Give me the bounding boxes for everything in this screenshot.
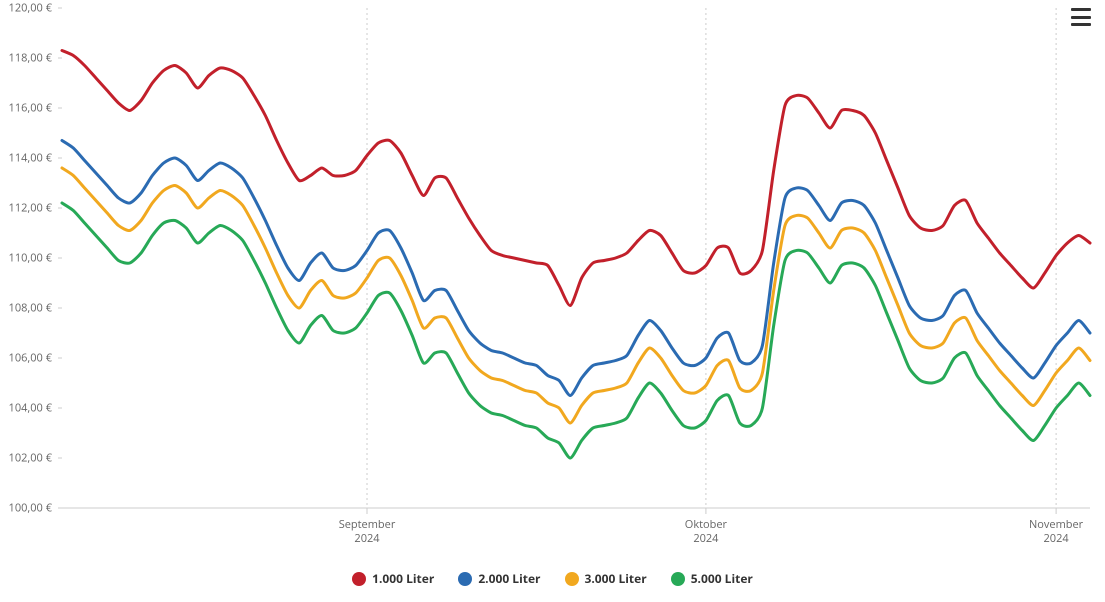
legend-item[interactable]: 1.000 Liter <box>352 570 434 587</box>
y-tick-label: 118,00 € <box>0 51 52 66</box>
legend-swatch-icon <box>458 572 472 586</box>
y-tick-label: 108,00 € <box>0 301 52 316</box>
x-tick-label: Oktober2024 <box>646 518 766 546</box>
y-tick-label: 100,00 € <box>0 501 52 516</box>
series-line <box>62 51 1090 306</box>
legend-label: 5.000 Liter <box>691 570 753 587</box>
chart-plot-area <box>0 0 1105 602</box>
price-chart: 100,00 € 102,00 € 104,00 € 106,00 € 108,00 €… <box>0 0 1105 602</box>
y-tick-label: 120,00 € <box>0 1 52 16</box>
x-tick-label: November2024 <box>996 518 1105 546</box>
legend: 1.000 Liter 2.000 Liter 3.000 Liter 5.000 L… <box>0 570 1105 587</box>
legend-swatch-icon <box>671 572 685 586</box>
series-line <box>62 203 1090 458</box>
legend-swatch-icon <box>565 572 579 586</box>
y-tick-label: 116,00 € <box>0 101 52 116</box>
y-tick-label: 102,00 € <box>0 451 52 466</box>
x-tick-label: September2024 <box>307 518 427 546</box>
y-tick-label: 104,00 € <box>0 401 52 416</box>
legend-label: 1.000 Liter <box>372 570 434 587</box>
legend-label: 2.000 Liter <box>478 570 540 587</box>
series-line <box>62 141 1090 396</box>
y-tick-label: 106,00 € <box>0 351 52 366</box>
legend-swatch-icon <box>352 572 366 586</box>
legend-label: 3.000 Liter <box>585 570 647 587</box>
legend-item[interactable]: 5.000 Liter <box>671 570 753 587</box>
legend-item[interactable]: 2.000 Liter <box>458 570 540 587</box>
y-tick-label: 110,00 € <box>0 251 52 266</box>
legend-item[interactable]: 3.000 Liter <box>565 570 647 587</box>
y-tick-label: 114,00 € <box>0 151 52 166</box>
y-tick-label: 112,00 € <box>0 201 52 216</box>
